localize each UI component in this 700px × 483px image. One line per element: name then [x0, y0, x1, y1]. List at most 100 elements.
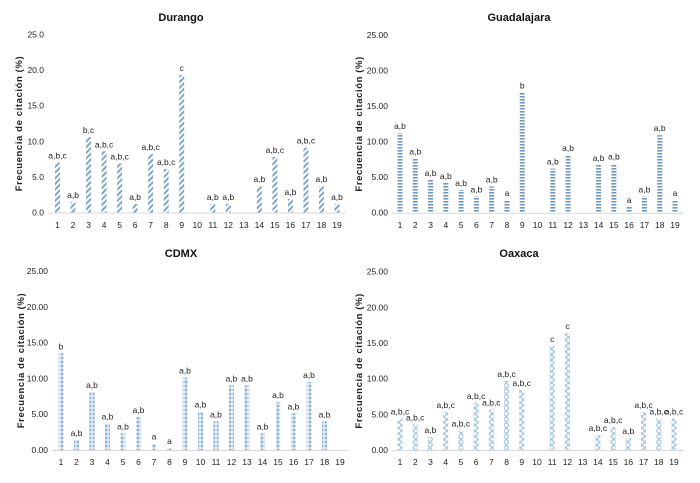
bar-19 [334, 203, 340, 213]
data-label-5: a,b [455, 178, 467, 188]
y-tick-label: 25.00 [367, 30, 389, 40]
data-label-5: a,b [117, 422, 129, 432]
x-tick-label: 8 [167, 457, 172, 467]
x-tick-label: 1 [398, 457, 403, 467]
y-tick-label: 10.0 [27, 136, 44, 146]
data-label-19: a [673, 188, 678, 198]
x-tick-label: 13 [578, 457, 588, 467]
x-tick-label: 4 [443, 220, 448, 230]
y-tick-label: 0.0 [32, 208, 44, 218]
x-tick-label: 7 [489, 457, 494, 467]
x-tick-label: 18 [317, 220, 327, 230]
y-tick-label: 10.00 [367, 137, 389, 147]
x-tick-label: 15 [273, 457, 283, 467]
x-tick-label: 13 [239, 220, 249, 230]
x-tick-label: 12 [563, 457, 573, 467]
data-label-7: a [152, 432, 157, 442]
x-tick-label: 6 [133, 220, 138, 230]
x-tick-label: 7 [152, 457, 157, 467]
data-label-14: a,b,c [589, 423, 608, 433]
x-tick-label: 14 [594, 220, 604, 230]
bar-3 [86, 137, 92, 213]
data-label-1: a,b,c [48, 151, 67, 161]
y-tick-label: 5.00 [31, 409, 48, 419]
bar-16 [287, 198, 293, 213]
bar-11 [213, 421, 219, 450]
x-tick-label: 6 [474, 457, 479, 467]
x-tick-label: 8 [504, 457, 509, 467]
data-label-16: a [627, 195, 632, 205]
bar-2 [412, 424, 418, 450]
y-tick-label: 15.00 [367, 338, 389, 348]
chart-title: Guadalajara [488, 12, 552, 24]
x-tick-label: 3 [86, 220, 91, 230]
data-label-16: a,b [288, 401, 300, 411]
data-label-3: a,b [86, 380, 98, 390]
data-label-15: a,b,c [604, 415, 623, 425]
data-label-6: a,b [133, 405, 145, 415]
bar-1 [55, 162, 60, 213]
x-tick-label: 3 [428, 220, 433, 230]
x-tick-label: 3 [428, 457, 433, 467]
y-axis-label: Frecuencia de citación (%) [16, 293, 27, 428]
y-tick-label: 25.00 [367, 267, 389, 277]
x-tick-label: 3 [90, 457, 95, 467]
data-label-18: a,b [319, 409, 331, 419]
bar-5 [120, 433, 126, 450]
y-tick-label: 5.00 [371, 172, 388, 182]
data-label-17: a,b,c [634, 400, 653, 410]
x-tick-label: 7 [489, 220, 494, 230]
data-label-8: a [505, 188, 510, 198]
bar-8 [504, 199, 510, 213]
x-tick-label: 10 [533, 220, 543, 230]
x-tick-label: 16 [289, 457, 299, 467]
chart-title: CDMX [165, 248, 198, 260]
data-label-2: a,b [67, 190, 79, 200]
x-tick-label: 11 [208, 220, 217, 230]
x-tick-label: 13 [242, 457, 252, 467]
x-tick-label: 4 [443, 457, 448, 467]
y-tick-label: 5.0 [32, 172, 44, 182]
data-label-7: a,b,c [482, 397, 501, 407]
data-label-9: a,b,c [513, 378, 532, 388]
data-label-3: a,b [425, 168, 437, 178]
x-tick-label: 14 [258, 457, 268, 467]
bar-14 [260, 433, 265, 450]
y-tick-label: 25.00 [27, 266, 49, 276]
x-tick-label: 19 [670, 220, 680, 230]
x-tick-label: 13 [579, 220, 589, 230]
bar-8 [167, 447, 172, 450]
bar-2 [74, 439, 79, 450]
data-label-12: c [565, 321, 570, 331]
x-tick-label: 5 [459, 457, 464, 467]
x-tick-label: 6 [136, 457, 141, 467]
bar-5 [458, 430, 464, 450]
data-label-8: a,b,c [497, 369, 516, 379]
bar-3 [427, 437, 433, 450]
y-tick-label: 10.00 [367, 374, 389, 384]
bar-15 [610, 427, 616, 450]
bar-11 [210, 203, 216, 213]
bar-3 [428, 180, 434, 213]
x-tick-label: 1 [398, 220, 403, 230]
bar-17 [641, 196, 647, 213]
y-axis-label: Frecuencia de citación (%) [14, 56, 25, 191]
x-tick-label: 5 [121, 457, 126, 467]
data-label-12: a,b [226, 374, 238, 384]
data-label-12: a,b [222, 192, 234, 202]
bar-14 [595, 435, 601, 450]
y-tick-label: 0.00 [31, 445, 48, 455]
y-tick-label: 0.00 [371, 445, 388, 455]
data-label-9: b [520, 81, 525, 91]
data-label-18: a,b [654, 123, 666, 133]
bar-12 [564, 333, 570, 450]
y-axis-label: Frecuencia de citación (%) [354, 293, 365, 428]
panel-durango: Durango Frecuencia de citación (%) 0.0 5.0 1… [14, 12, 346, 230]
data-label-4: a,b [102, 412, 114, 422]
data-label-9: a,b [179, 366, 191, 376]
data-label-15: a,b [272, 390, 284, 400]
data-label-12: a,b [562, 143, 574, 153]
data-label-2: a,b [71, 428, 83, 438]
bar-8 [163, 169, 169, 213]
